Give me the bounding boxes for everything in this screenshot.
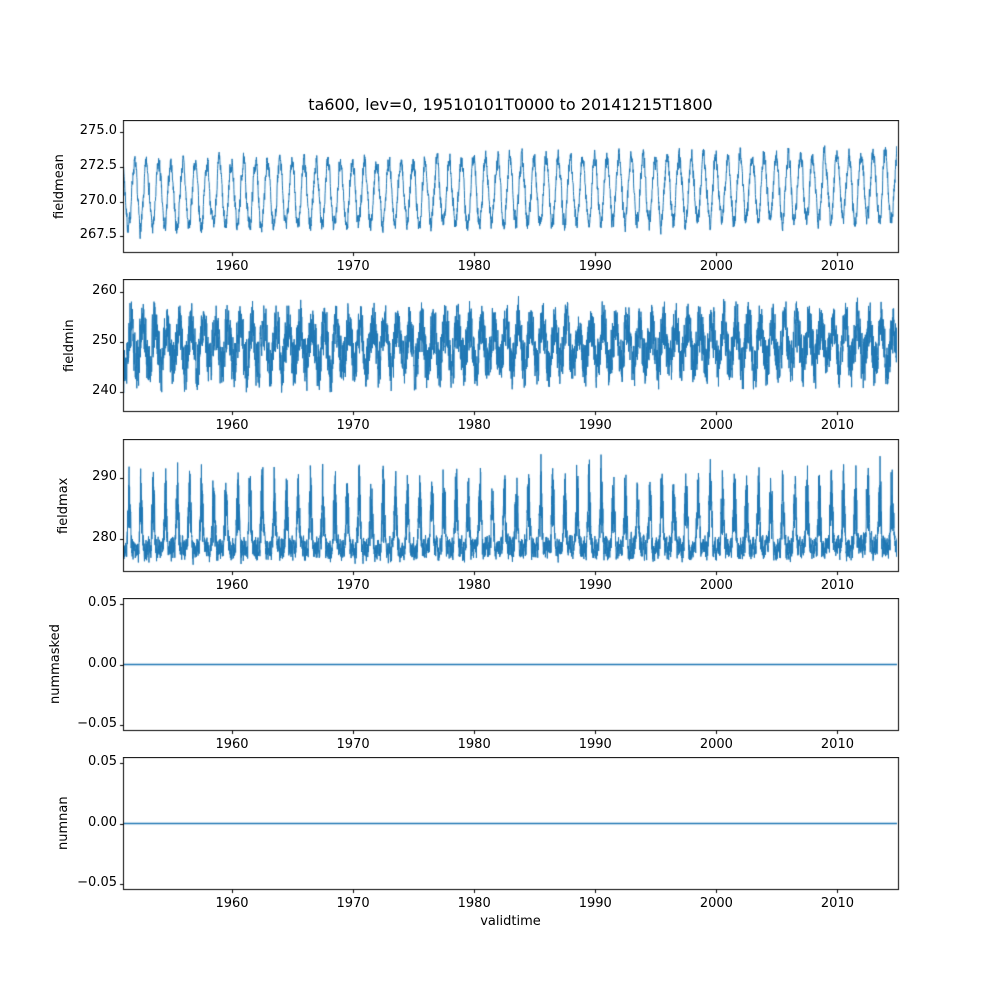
x-tick-label: 2000: [699, 259, 733, 274]
x-tick-label: 1970: [336, 259, 370, 274]
y-tick-label: 290: [92, 469, 117, 485]
x-tick-label: 1980: [457, 737, 491, 752]
plot-canvas-numnan: [0, 757, 1000, 897]
subplot-fieldmin: fieldmin 1960 1970 1980 1990 2000 2010 240 250 2…: [0, 279, 1000, 439]
x-tick-label: 2000: [699, 896, 733, 911]
x-tick-label: 1970: [336, 578, 370, 593]
x-tick-label: 1960: [215, 737, 249, 752]
y-tick-label: 250: [92, 332, 117, 348]
x-tick-label: 2010: [820, 578, 854, 593]
x-tick-label: 1990: [578, 418, 612, 433]
x-tick-label: 1960: [215, 578, 249, 593]
y-tick-label: 0.05: [88, 754, 117, 770]
y-tick-label: 270.0: [79, 192, 117, 208]
y-tick-label: 0.00: [88, 814, 117, 830]
x-tick-label: 1960: [215, 896, 249, 911]
chart-title: ta600, lev=0, 19510101T0000 to 20141215T…: [308, 95, 713, 114]
subplot-fieldmax: fieldmax 1960 1970 1980 1990 2000 2010 280 290: [0, 439, 1000, 599]
x-tick-label: 2010: [820, 418, 854, 433]
y-tick-label: −0.05: [77, 715, 117, 731]
subplot-nummasked: nummasked 1960 1970 1980 1990 2000 2010 −0.05 0…: [0, 595, 1000, 758]
y-axis-label-fieldmax: fieldmax: [56, 477, 71, 534]
x-tick-label: 1990: [578, 737, 612, 752]
x-tick-label: 2000: [699, 737, 733, 752]
y-tick-label: 240: [92, 382, 117, 398]
subplot-numnan: numnan 1960 1970 1980 1990 2000 2010 −0.05 0.00…: [0, 754, 1000, 917]
x-axis-label: validtime: [480, 914, 541, 929]
x-tick-label: 2010: [820, 896, 854, 911]
x-tick-label: 1970: [336, 896, 370, 911]
x-tick-label: 1990: [578, 578, 612, 593]
x-tick-label: 2010: [820, 259, 854, 274]
subplot-fieldmean: fieldmean 1960 1970 1980 1990 2000 2010 267.5 2…: [0, 120, 1000, 280]
x-tick-label: 1990: [578, 259, 612, 274]
y-tick-label: 275.0: [79, 123, 117, 139]
x-tick-label: 1990: [578, 896, 612, 911]
y-tick-label: 260: [92, 282, 117, 298]
y-tick-label: 272.5: [79, 158, 117, 174]
x-tick-label: 1960: [215, 259, 249, 274]
x-tick-label: 2000: [699, 578, 733, 593]
plot-canvas-fieldmean: [0, 120, 1000, 260]
y-tick-label: 0.05: [88, 595, 117, 611]
y-tick-label: −0.05: [77, 874, 117, 890]
x-tick-label: 1980: [457, 578, 491, 593]
x-tick-label: 2010: [820, 737, 854, 752]
x-tick-label: 1970: [336, 737, 370, 752]
plot-canvas-nummasked: [0, 598, 1000, 738]
y-tick-label: 0.00: [88, 655, 117, 671]
x-tick-label: 1960: [215, 418, 249, 433]
x-tick-label: 1980: [457, 259, 491, 274]
y-tick-label: 267.5: [79, 227, 117, 243]
x-tick-label: 1980: [457, 418, 491, 433]
y-tick-label: 280: [92, 529, 117, 545]
x-tick-label: 1980: [457, 896, 491, 911]
x-tick-label: 1970: [336, 418, 370, 433]
x-tick-label: 2000: [699, 418, 733, 433]
plot-canvas-fieldmin: [0, 279, 1000, 419]
plot-canvas-fieldmax: [0, 439, 1000, 579]
